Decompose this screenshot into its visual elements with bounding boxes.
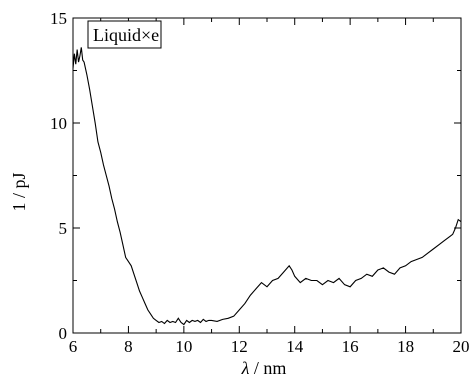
tick-labels: 6 8 10 12 14 16 18 20 0 5 10 15	[50, 9, 470, 356]
x-tick-label: 10	[175, 337, 192, 356]
x-tick-label: 16	[342, 337, 359, 356]
x-axis-label: λ / nm	[241, 358, 287, 378]
legend-box	[87, 20, 162, 49]
x-tick-label: 12	[231, 337, 248, 356]
plot-frame	[72, 17, 462, 334]
x-tick-label: 6	[69, 337, 78, 356]
x-tick-label: 14	[286, 337, 304, 356]
axis-ticks	[72, 17, 462, 334]
y-tick-label: 0	[59, 324, 68, 343]
legend: Liquid×e	[87, 20, 162, 49]
x-tick-label: 18	[397, 337, 414, 356]
y-tick-label: 15	[50, 9, 67, 28]
x-tick-label: 8	[124, 337, 133, 356]
y-tick-label: 5	[59, 219, 68, 238]
x-axis-unit: / nm	[249, 358, 286, 378]
legend-label: Liquid×e	[93, 25, 159, 45]
y-axis-label: 1 / pJ	[9, 172, 29, 211]
x-tick-label: 20	[453, 337, 470, 356]
x-axis-symbol: λ	[241, 358, 250, 378]
series-line	[72, 47, 462, 326]
y-tick-label: 10	[50, 114, 67, 133]
